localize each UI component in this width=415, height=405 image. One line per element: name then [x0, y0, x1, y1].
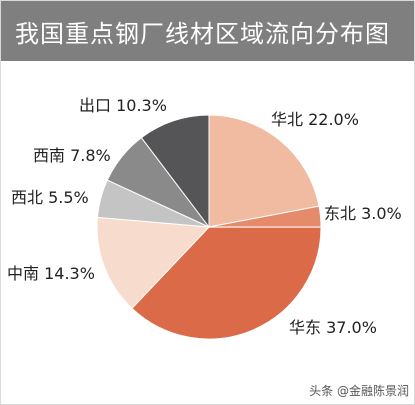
pie-slice-华东: [131, 226, 322, 340]
slice-label-中南: 中南 14.3%: [7, 264, 95, 283]
slice-label-出口: 出口 10.3%: [79, 96, 167, 115]
pie-slices: [96, 114, 322, 340]
pie-chart: 华北 22.0% 东北 3.0% 华东 37.0% 中南 14.3% 西北 5.5% 西南…: [7, 96, 409, 398]
pie-slice-华北: [208, 114, 320, 228]
chart-title: 我国重点钢厂线材区域流向分布图: [15, 20, 390, 48]
slice-label-华北: 华北 22.0%: [271, 110, 359, 129]
watermark: 头条 @金融陈景润: [309, 383, 409, 398]
pie-labels: 华北 22.0% 东北 3.0% 华东 37.0% 中南 14.3% 西北 5.5% 西南…: [7, 96, 402, 337]
slice-label-西南: 西南 7.8%: [33, 146, 111, 165]
slice-label-华东: 华东 37.0%: [289, 318, 377, 337]
slice-label-东北: 东北 3.0%: [324, 204, 402, 223]
pie-slice-出口: [140, 114, 210, 229]
slice-label-西北: 西北 5.5%: [11, 188, 89, 207]
pie-slice-中南: [96, 216, 211, 310]
title-bar: 我国重点钢厂线材区域流向分布图: [1, 1, 414, 61]
